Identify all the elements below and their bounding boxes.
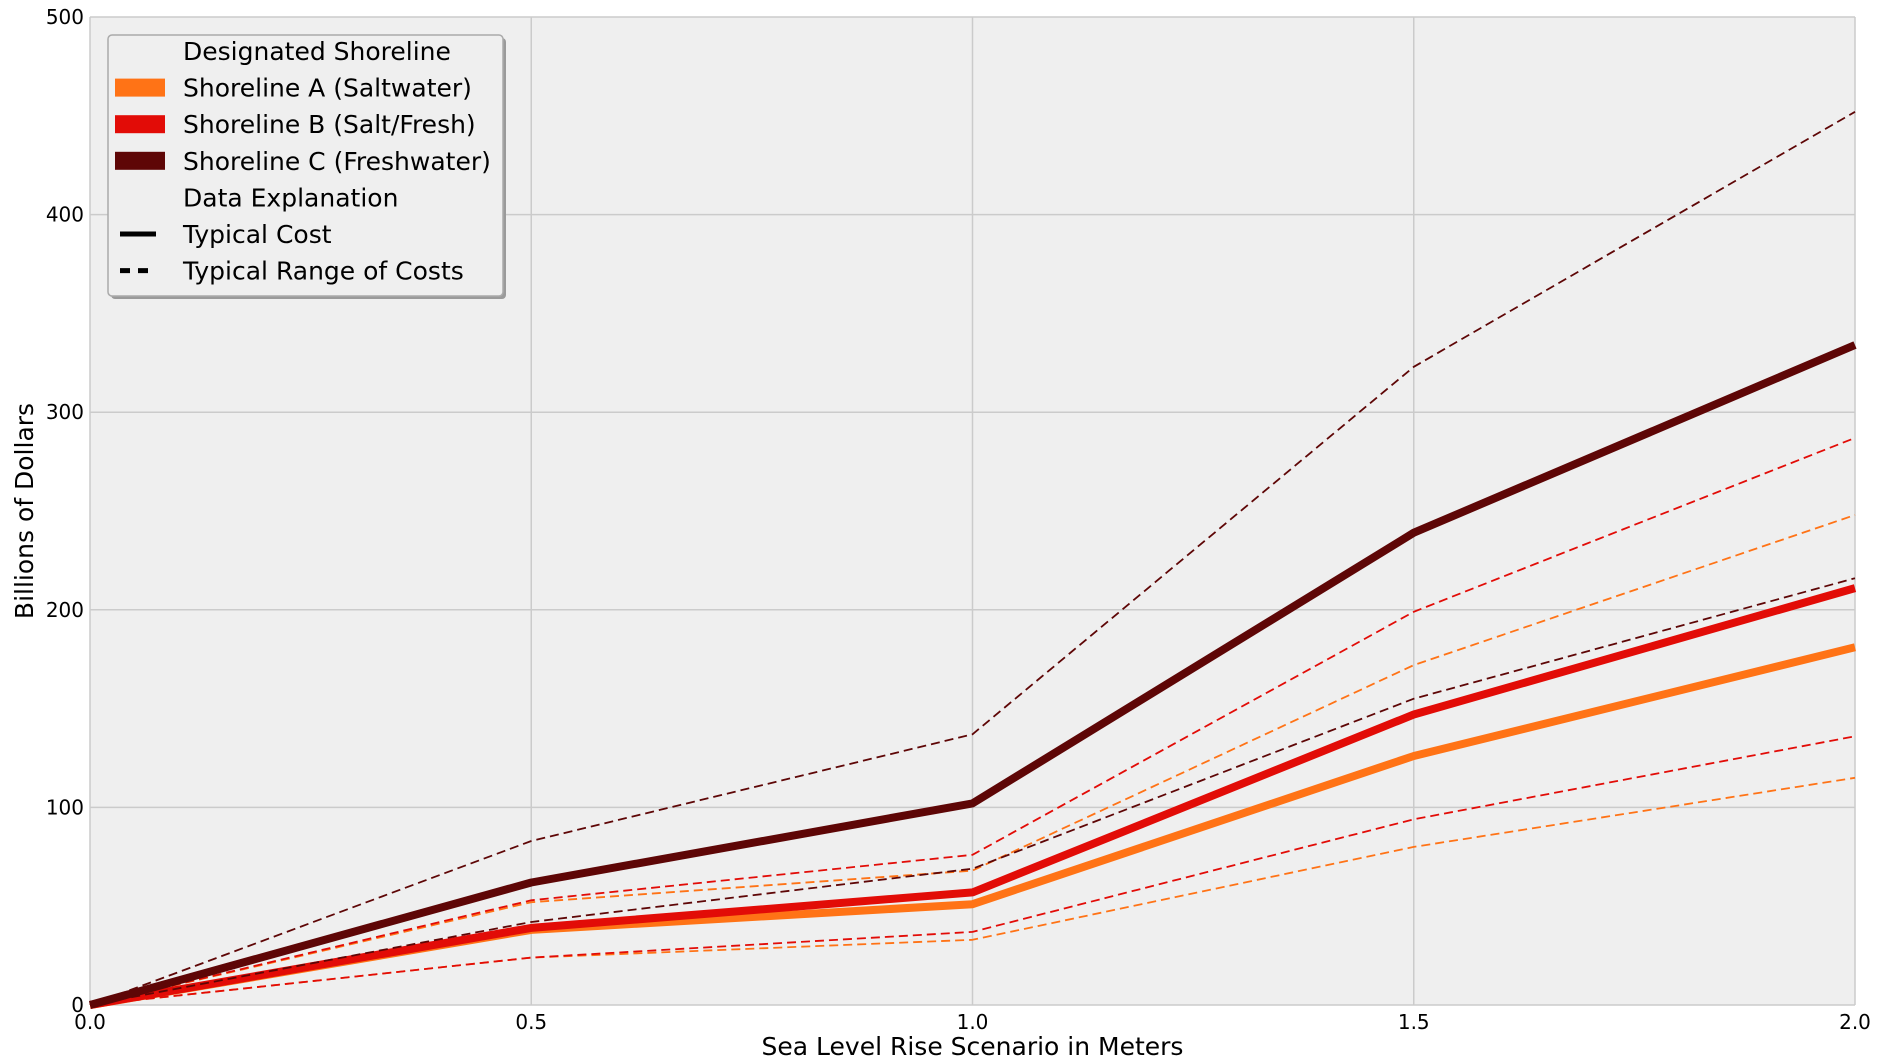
series-line-4 (89, 437, 1856, 1006)
series-line-5 (89, 735, 1856, 1006)
legend-swatch-3 (115, 151, 165, 170)
series-line-3 (89, 584, 1857, 1009)
axis-ticks: 0.0 0.5 1.0 1.5 2.0 0 100 200 300 400 500 (46, 5, 1871, 1034)
y-tick-label-4: 400 (46, 203, 84, 227)
x-tick-label-3: 1.5 (1398, 1010, 1430, 1034)
y-tick-label-1: 100 (46, 795, 84, 819)
y-tick-label-2: 200 (46, 598, 84, 622)
series-lines (88, 111, 1857, 1009)
legend-label-6: Typical Range of Costs (182, 257, 464, 286)
series-line-1 (89, 514, 1856, 1006)
legend-label-4: Data Explanation (183, 183, 398, 212)
legend-label-5: Typical Cost (182, 220, 332, 249)
y-tick-label-5: 500 (46, 5, 84, 29)
legend: Designated Shoreline Shoreline A (Saltwat… (107, 34, 506, 299)
x-tick-label-0: 0.0 (74, 1010, 106, 1034)
y-tick-label-0: 0 (71, 993, 84, 1017)
series-line-7 (89, 111, 1856, 1006)
series-line-6 (88, 341, 1857, 1009)
x-tick-label-4: 2.0 (1839, 1010, 1871, 1034)
legend-swatch-1 (115, 78, 165, 97)
x-tick-label-1: 0.5 (515, 1010, 547, 1034)
grid (89, 16, 1856, 1006)
legend-frame (107, 34, 504, 297)
legend-label-1: Shoreline A (Saltwater) (183, 74, 472, 103)
legend-swatch-2 (115, 115, 165, 134)
x-tick-label-2: 1.0 (957, 1010, 989, 1034)
series-line-8 (89, 577, 1856, 1006)
legend-label-3: Shoreline C (Freshwater) (183, 147, 491, 176)
legend-label-2: Shoreline B (Salt/Fresh) (183, 110, 476, 139)
legend-label-0: Designated Shoreline (183, 37, 451, 66)
y-tick-label-3: 300 (46, 400, 84, 424)
y-axis-title: Billions of Dollars (10, 403, 39, 619)
x-axis-title: Sea Level Rise Scenario in Meters (762, 1032, 1184, 1060)
